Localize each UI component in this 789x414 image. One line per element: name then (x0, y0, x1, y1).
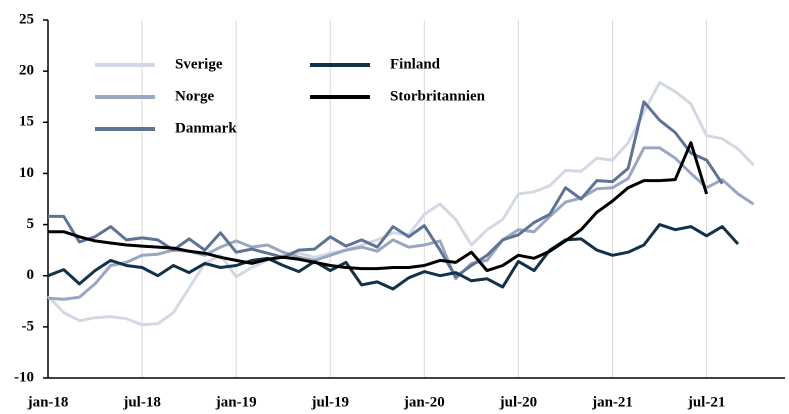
y-tick-label: 0 (27, 267, 35, 283)
legend-label: Sverige (175, 56, 223, 72)
legend-label: Norge (175, 88, 214, 104)
y-tick-label: 20 (19, 63, 34, 79)
series-line (47, 223, 740, 291)
x-tick-label: jul-18 (122, 394, 161, 410)
series-line (48, 141, 709, 273)
series-line (48, 100, 724, 279)
x-tick-label: jan-21 (591, 394, 633, 410)
x-tick-label: jul-21 (687, 394, 726, 410)
x-tick-label: jul-19 (311, 394, 350, 410)
x-tick-label: jan-19 (215, 394, 257, 410)
legend-label: Danmark (175, 120, 237, 136)
y-tick-label: 25 (19, 11, 34, 27)
series-line (46, 80, 755, 327)
legend-label: Finland (390, 56, 441, 72)
y-tick-label: 5 (27, 216, 35, 232)
y-tick-label: 15 (19, 114, 34, 130)
x-tick-label: jan-18 (27, 394, 69, 410)
y-tick-label: -10 (14, 369, 34, 385)
y-tick-label: -5 (22, 318, 35, 334)
legend-label: Storbritannien (390, 88, 486, 104)
series-line (47, 146, 755, 301)
x-tick-label: jul-20 (499, 394, 538, 410)
y-tick-label: 10 (19, 165, 34, 181)
x-tick-label: jan-20 (403, 394, 445, 410)
